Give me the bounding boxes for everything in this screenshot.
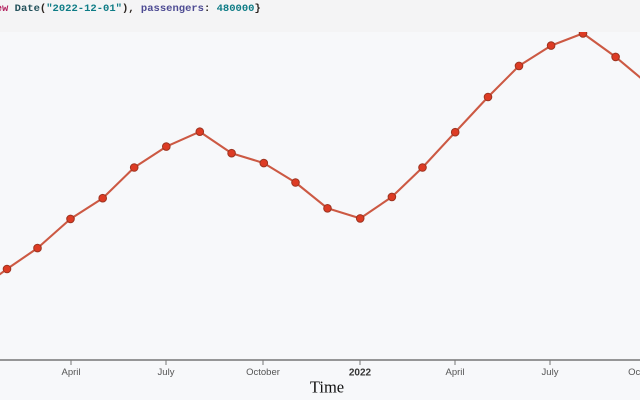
svg-text:October: October <box>246 367 280 378</box>
svg-text:July: July <box>158 367 175 378</box>
svg-text:April: April <box>445 367 464 378</box>
svg-text:2022: 2022 <box>349 368 372 379</box>
svg-text:July: July <box>542 367 559 378</box>
svg-text:April: April <box>61 367 80 378</box>
svg-text:Time: Time <box>310 378 344 397</box>
svg-text:October: October <box>628 367 640 378</box>
